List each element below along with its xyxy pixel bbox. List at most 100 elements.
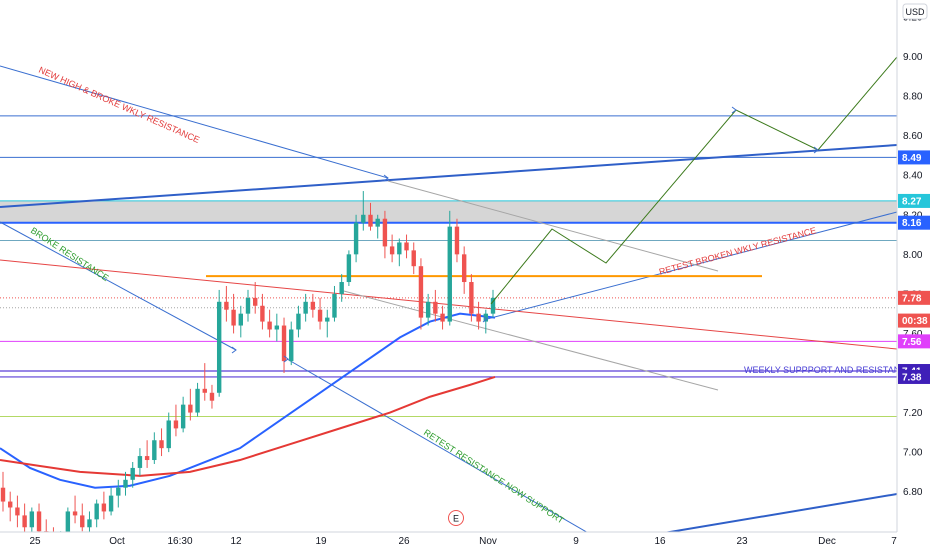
- currency-label: USD: [905, 7, 925, 17]
- candle-body: [238, 313, 243, 326]
- candle-body: [245, 297, 251, 314]
- candle-body: [80, 515, 85, 528]
- candle-body: [433, 301, 438, 314]
- candle-body: [137, 456, 143, 468]
- x-tick-label: 25: [29, 536, 41, 547]
- candle-body: [72, 511, 78, 516]
- candle-body: [317, 309, 323, 322]
- retest-trendline: [486, 211, 897, 320]
- candle: [382, 210, 388, 259]
- arrow-head-marker: [813, 146, 819, 154]
- candle-body: [389, 246, 395, 255]
- candle: [361, 191, 366, 231]
- candle: [52, 527, 54, 532]
- candle-body: [108, 495, 114, 512]
- candle: [253, 282, 258, 314]
- candle: [490, 289, 496, 318]
- resistance-zone: [0, 200, 897, 223]
- price-tag-label: 7.78: [902, 293, 922, 304]
- x-tick-label: Oct: [109, 536, 125, 547]
- candle-body: [469, 282, 474, 314]
- wkly-resistance-trendline: [0, 65, 389, 179]
- candle: [296, 305, 301, 338]
- annotation-broke-resistance: BROKE RESISTANCE: [29, 225, 111, 283]
- candle: [180, 396, 186, 433]
- candle-body: [339, 282, 344, 294]
- price-tag-label: 7.56: [902, 337, 922, 348]
- candle: [116, 479, 121, 508]
- projected-price-path: [490, 56, 897, 305]
- arrow-head-marker: [731, 106, 737, 114]
- earnings-marker-icon[interactable]: [448, 510, 464, 526]
- candle-body: [353, 222, 359, 255]
- x-tick-label: 16: [654, 536, 666, 547]
- candle: [137, 448, 143, 476]
- candle: [173, 404, 179, 437]
- candle: [101, 491, 107, 520]
- candle: [224, 285, 229, 322]
- candle-body: [173, 420, 179, 429]
- lower-trendline: [663, 493, 897, 532]
- candle-body: [231, 309, 236, 326]
- candle: [94, 499, 99, 528]
- candle: [469, 274, 474, 322]
- candle: [461, 246, 467, 294]
- candle: [332, 285, 337, 322]
- y-tick-label: 7.00: [903, 448, 923, 459]
- candle: [29, 507, 35, 532]
- candle: [209, 384, 215, 409]
- candle: [238, 305, 243, 338]
- candle-body: [209, 392, 215, 401]
- annotation-retest-broken: RETEST BROKEN WKLY RESISTANCE: [658, 225, 817, 277]
- candle-body: [296, 313, 301, 330]
- candle-body: [404, 242, 409, 251]
- price-tag: [898, 193, 930, 208]
- y-tick-label: 8.80: [903, 92, 923, 103]
- candle-body: [123, 479, 128, 488]
- currency-button[interactable]: [902, 3, 928, 20]
- candle: [72, 495, 78, 524]
- x-tick-label: Dec: [818, 536, 836, 547]
- candle-body: [152, 440, 157, 461]
- candle-body: [195, 388, 200, 413]
- candle: [123, 471, 128, 496]
- candle: [310, 293, 316, 318]
- candle-body: [65, 511, 71, 532]
- candle-body: [22, 515, 27, 528]
- rising-resistance-trendline: [0, 144, 897, 208]
- candle-body: [361, 214, 366, 223]
- candle: [317, 297, 323, 330]
- price-tag: [898, 334, 930, 349]
- candle: [60, 531, 62, 532]
- candle-body: [289, 329, 294, 362]
- candle: [425, 293, 431, 326]
- candle: [404, 234, 409, 259]
- candle-body: [260, 305, 265, 322]
- candle-body: [87, 519, 92, 528]
- candle-body: [29, 511, 35, 528]
- y-tick-label: 6.80: [903, 487, 923, 498]
- candle: [411, 242, 416, 275]
- x-tick-label: 7: [891, 536, 897, 547]
- candle-body: [461, 254, 467, 283]
- candle: [433, 289, 438, 322]
- price-tag-label: 8.27: [902, 196, 922, 207]
- candle-body: [130, 467, 135, 480]
- candle-body: [274, 325, 280, 330]
- x-tick-label: 23: [736, 536, 748, 547]
- candle-body: [267, 321, 272, 330]
- candle: [245, 289, 251, 322]
- candle: [353, 214, 359, 263]
- candle-body: [397, 242, 402, 255]
- candle-body: [202, 388, 207, 393]
- broke-resistance-trendline: [0, 221, 237, 351]
- candle-body: [188, 404, 193, 413]
- candle-body: [418, 266, 424, 318]
- x-tick-label: 12: [230, 536, 242, 547]
- candle: [130, 462, 135, 488]
- candle-body: [224, 301, 229, 310]
- candle-body: [375, 218, 380, 227]
- price-tag: [898, 313, 930, 328]
- price-tag: [898, 150, 930, 165]
